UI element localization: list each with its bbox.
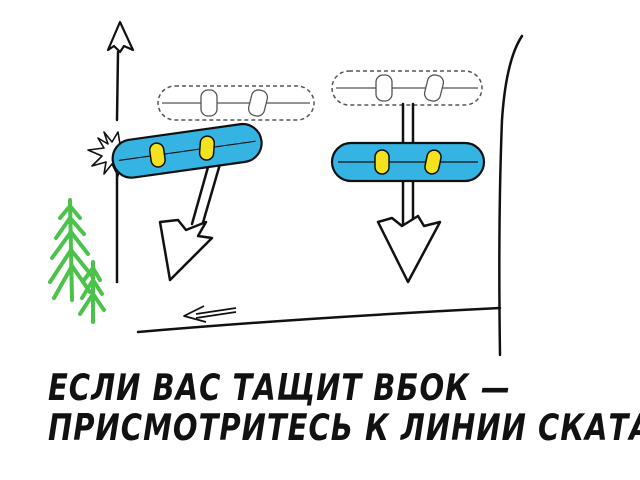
pine-tree-icon [48, 198, 94, 302]
binding-front [148, 142, 166, 168]
up-arrow-icon [106, 20, 135, 54]
slope-ground-line [136, 306, 502, 334]
binding-back [198, 135, 216, 161]
ghost-board-right [331, 70, 483, 106]
binding-back [424, 149, 442, 175]
small-left-arrow-icon [183, 305, 237, 323]
snowboard-straight [330, 141, 486, 183]
pine-tree-icon [78, 260, 106, 324]
down-arrow-icon [376, 102, 442, 284]
binding-front [374, 149, 390, 175]
snowboard-tilted [111, 122, 263, 179]
caption-line-2: ПРИСМОТРИТЕСЬ К ЛИНИИ СКАТА [48, 406, 640, 449]
slope-right-edge [498, 34, 524, 357]
ghost-board-left [157, 85, 315, 121]
caption-line-1: ЕСЛИ ВАС ТАЩИТ ВБОК — [48, 366, 511, 409]
down-left-arrow-icon [158, 158, 222, 282]
